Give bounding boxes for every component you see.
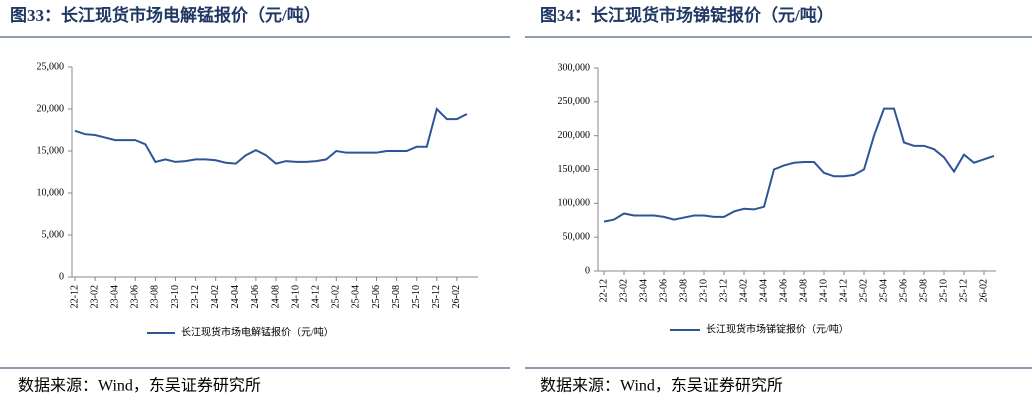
x-tick-label: 23-08 (678, 279, 689, 302)
x-tick-label: 23-10 (170, 285, 181, 308)
x-tick-label: 26-02 (451, 285, 462, 308)
legend-label: 长江现货市场锑锭报价（元/吨） (706, 322, 849, 335)
x-tick-label: 23-10 (698, 279, 709, 302)
x-tick-label: 24-10 (818, 279, 829, 302)
y-tick-label: 0 (59, 271, 64, 282)
x-tick-label: 24-04 (230, 285, 241, 308)
chart-title: 图33：长江现货市场电解锰报价（元/吨） (10, 5, 321, 25)
x-tick-label: 22-12 (598, 279, 609, 302)
x-tick-label: 23-06 (658, 279, 669, 302)
x-tick-label: 25-08 (391, 285, 402, 308)
y-tick-label: 15,000 (37, 145, 65, 156)
x-tick-label: 25-04 (878, 279, 889, 302)
x-tick-label: 25-10 (411, 285, 422, 308)
y-tick-label: 150,000 (558, 164, 591, 175)
x-tick-label: 25-06 (898, 279, 909, 302)
x-tick-label: 23-02 (89, 285, 100, 308)
x-tick-label: 23-04 (638, 279, 649, 302)
x-tick-label: 25-06 (371, 285, 382, 308)
x-tick-label: 23-04 (109, 285, 120, 308)
x-tick-label: 25-08 (918, 279, 929, 302)
x-tick-label: 24-06 (778, 279, 789, 302)
x-tick-label: 26-02 (978, 279, 989, 302)
x-tick-label: 25-12 (958, 279, 969, 302)
x-tick-label: 24-06 (250, 285, 261, 308)
y-tick-label: 100,000 (558, 198, 591, 209)
x-tick-label: 23-08 (150, 285, 161, 308)
y-tick-label: 20,000 (37, 103, 65, 114)
series-line (603, 107, 995, 223)
x-tick-label: 23-06 (130, 285, 141, 308)
x-tick-label: 25-12 (431, 285, 442, 308)
x-tick-label: 24-02 (738, 279, 749, 302)
x-tick-label: 25-02 (331, 285, 342, 308)
source: 数据来源：Wind，东吴证券研究所 (18, 377, 261, 395)
y-tick-label: 300,000 (558, 62, 591, 73)
x-tick-label: 24-08 (798, 279, 809, 302)
y-tick-label: 5,000 (42, 229, 65, 240)
x-tick-label: 23-12 (718, 279, 729, 302)
x-tick-label: 22-12 (69, 285, 80, 308)
x-tick-label: 24-12 (838, 279, 849, 302)
y-tick-label: 0 (585, 265, 590, 276)
y-tick-label: 250,000 (558, 96, 591, 107)
x-tick-label: 24-10 (290, 285, 301, 308)
series-line (74, 107, 468, 165)
x-tick-label: 24-02 (210, 285, 221, 308)
x-tick-label: 24-08 (270, 285, 281, 308)
x-tick-label: 25-02 (858, 279, 869, 302)
y-tick-label: 50,000 (563, 231, 591, 242)
y-tick-label: 200,000 (558, 130, 591, 141)
x-tick-label: 23-12 (190, 285, 201, 308)
chart-title: 图34：长江现货市场锑锭报价（元/吨） (540, 5, 834, 25)
y-tick-label: 10,000 (37, 187, 65, 198)
legend-label: 长江现货市场电解锰报价（元/吨） (181, 325, 334, 338)
x-tick-label: 23-02 (618, 279, 629, 302)
y-tick-label: 25,000 (37, 61, 65, 72)
x-tick-label: 24-12 (310, 285, 321, 308)
source: 数据来源：Wind，东吴证券研究所 (540, 377, 783, 395)
x-tick-label: 25-10 (938, 279, 949, 302)
x-tick-label: 24-04 (758, 279, 769, 302)
x-tick-label: 25-04 (351, 285, 362, 308)
